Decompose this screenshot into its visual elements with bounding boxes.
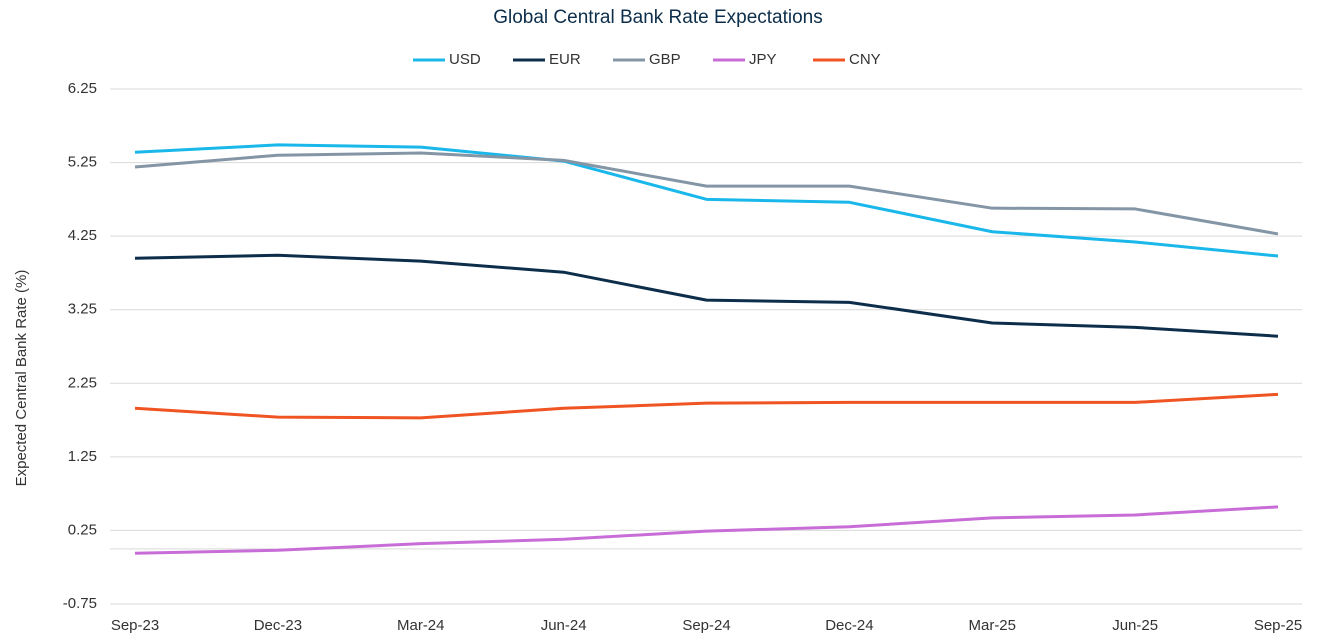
legend-label: USD bbox=[449, 51, 481, 68]
legend-label: EUR bbox=[549, 51, 581, 68]
x-tick-label: Sep-23 bbox=[111, 617, 159, 634]
y-tick-label: 3.25 bbox=[68, 301, 97, 318]
series-line bbox=[134, 505, 1279, 555]
series-line bbox=[134, 392, 1279, 420]
series-line bbox=[134, 151, 1279, 236]
x-tick-label: Dec-23 bbox=[254, 617, 302, 634]
x-tick-label: Dec-24 bbox=[825, 617, 873, 634]
x-tick-label: Sep-24 bbox=[682, 617, 730, 634]
y-tick-label: 4.25 bbox=[68, 227, 97, 244]
y-tick-label: 2.25 bbox=[68, 374, 97, 391]
x-tick-label: Mar-25 bbox=[968, 617, 1016, 634]
legend-label: JPY bbox=[749, 51, 777, 68]
y-tick-label: 6.25 bbox=[68, 80, 97, 97]
y-axis-label: Expected Central Bank Rate (%) bbox=[13, 270, 30, 487]
y-tick-label: 0.25 bbox=[68, 521, 97, 538]
y-tick-label: 5.25 bbox=[68, 154, 97, 171]
series-line bbox=[134, 143, 1279, 258]
series-line bbox=[134, 253, 1279, 338]
x-tick-label: Jun-25 bbox=[1112, 617, 1158, 634]
chart-title: Global Central Bank Rate Expectations bbox=[493, 7, 823, 28]
legend-label: CNY bbox=[849, 51, 881, 68]
x-tick-label: Mar-24 bbox=[397, 617, 445, 634]
x-tick-label: Sep-25 bbox=[1254, 617, 1302, 634]
y-tick-label: 1.25 bbox=[68, 448, 97, 465]
x-tick-label: Jun-24 bbox=[541, 617, 587, 634]
legend-label: GBP bbox=[649, 51, 681, 68]
y-tick-label: -0.75 bbox=[63, 595, 97, 612]
